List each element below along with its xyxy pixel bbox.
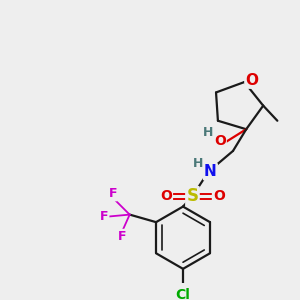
Text: F: F [118, 230, 126, 243]
Text: F: F [100, 210, 108, 223]
Text: O: O [160, 189, 172, 203]
Text: S: S [186, 187, 198, 205]
Text: O: O [214, 134, 226, 148]
Text: O: O [245, 73, 258, 88]
Text: F: F [108, 187, 117, 200]
Text: H: H [203, 126, 214, 139]
Text: N: N [204, 164, 217, 179]
Text: O: O [213, 189, 225, 203]
Text: Cl: Cl [176, 288, 190, 300]
Text: H: H [193, 157, 203, 170]
